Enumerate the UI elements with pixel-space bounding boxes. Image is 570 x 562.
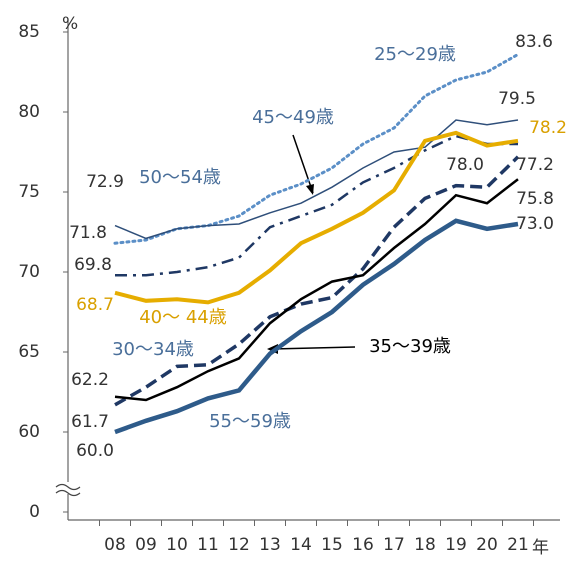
y-tick-label: 70: [18, 262, 40, 282]
x-tick-label: 13: [259, 535, 281, 555]
series-line: [114, 178, 519, 402]
axis-break-gap: [56, 482, 80, 494]
series-line: [114, 155, 520, 407]
data-label: 78.0: [446, 155, 484, 175]
series-line: [115, 134, 518, 277]
y-tick-label: 60: [18, 422, 40, 442]
data-label: 77.2: [516, 155, 554, 175]
data-label: 78.2: [529, 118, 567, 138]
y-tick-label: 0: [29, 502, 40, 522]
data-label: 75.8: [516, 189, 554, 209]
x-tick-label: 14: [290, 535, 312, 555]
x-tick-label: 18: [414, 535, 436, 555]
data-label: 71.8: [69, 223, 107, 243]
series-label: 25～29歳: [374, 44, 456, 65]
series-label: 45～49歳: [252, 107, 334, 128]
x-tick-label: 08: [104, 535, 126, 555]
axis-break: [55, 483, 81, 497]
data-label: 72.9: [86, 172, 124, 192]
series-line: [114, 119, 519, 240]
series-label: 55～59歳: [209, 411, 291, 432]
arrow: [292, 134, 314, 194]
y-tick-label: 80: [18, 102, 40, 122]
series-label: 30～34歳: [112, 339, 194, 360]
arrowhead: [306, 184, 314, 195]
series-line: [114, 130, 519, 305]
data-label: 79.5: [498, 89, 536, 109]
x-tick-label: 21: [507, 535, 529, 555]
series-label: 40～ 44歳: [139, 307, 227, 328]
x-tick-label: 16: [352, 535, 374, 555]
data-label: 62.2: [71, 370, 109, 390]
y-tick-label: 65: [18, 342, 40, 362]
series-line: [113, 52, 520, 245]
data-label: 68.7: [76, 295, 114, 315]
x-tick-label: 10: [166, 535, 188, 555]
x-tick-label: 20: [476, 535, 498, 555]
x-tick-label: 11: [197, 535, 219, 555]
series-label: 35～39歳: [369, 336, 451, 357]
data-label: 61.7: [71, 412, 109, 432]
y-tick-label: 85: [18, 22, 40, 42]
x-tick-label: 19: [445, 535, 467, 555]
series-label: 50～54歳: [139, 167, 221, 188]
x-tick-label: 12: [228, 535, 250, 555]
data-label: 73.0: [516, 214, 554, 234]
x-tick-label: 17: [383, 535, 405, 555]
x-unit: 年: [532, 538, 549, 558]
data-label: 83.6: [515, 32, 553, 52]
x-tick-label: 15: [321, 535, 343, 555]
series-line: [114, 218, 519, 435]
x-tick-label: 09: [135, 535, 157, 555]
arrow: [271, 346, 356, 350]
data-label: 60.0: [76, 441, 114, 461]
y-tick-label: 75: [18, 182, 40, 202]
y-unit: %: [62, 14, 78, 34]
data-label: 69.8: [74, 255, 112, 275]
